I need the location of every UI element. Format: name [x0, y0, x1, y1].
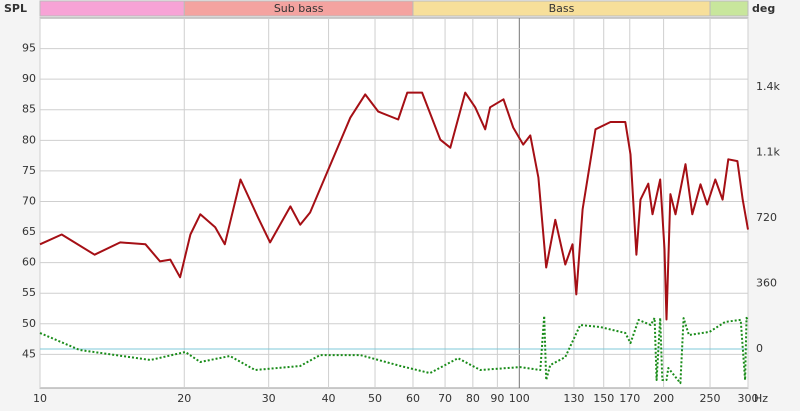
x-tick-label: 80: [466, 392, 480, 405]
data-line: [39, 91, 749, 321]
x-tick-label: 200: [653, 392, 674, 405]
x-tick-label: 20: [177, 392, 191, 405]
plot-area: [39, 17, 749, 389]
band: [39, 0, 185, 17]
x-tick-label: 130: [563, 392, 584, 405]
y-axis-label: SPL: [4, 2, 27, 15]
y-tick-label: 50: [22, 317, 36, 330]
y2-tick-label: 360: [756, 277, 777, 290]
y-tick-label: 85: [22, 103, 36, 116]
x-tick-label: 150: [593, 392, 614, 405]
x-tick-label: 170: [619, 392, 640, 405]
x-tick-label: 50: [368, 392, 382, 405]
y-tick-label: 75: [22, 164, 36, 177]
x-tick-label: 70: [438, 392, 452, 405]
x-tick-label: 60: [406, 392, 420, 405]
y2-axis-label: deg: [752, 2, 775, 15]
x-tick-label: 10: [33, 392, 47, 405]
x-tick-label: 90: [490, 392, 504, 405]
y2-tick-label: 1.4k: [756, 80, 780, 93]
x-tick-label: 30: [262, 392, 276, 405]
y2-tick-label: 0: [756, 342, 763, 355]
band-label: Sub bass: [274, 2, 324, 15]
band: [709, 0, 749, 17]
y-tick-label: 45: [22, 347, 36, 360]
band-label: Bass: [549, 2, 575, 15]
y-tick-label: 70: [22, 194, 36, 207]
y2-tick-label: 1.1k: [756, 145, 780, 158]
y-tick-label: 80: [22, 133, 36, 146]
x-tick-label: 300: [738, 392, 759, 405]
data-line: [39, 314, 749, 385]
y2-tick-label: 720: [756, 211, 777, 224]
y-tick-label: 95: [22, 42, 36, 55]
y-tick-label: 90: [22, 72, 36, 85]
y-tick-label: 60: [22, 256, 36, 269]
y-tick-label: 55: [22, 286, 36, 299]
y-tick-label: 65: [22, 225, 36, 238]
x-tick-label: 100: [509, 392, 530, 405]
x-axis-label: Hz: [754, 392, 768, 405]
x-tick-label: 250: [700, 392, 721, 405]
x-tick-label: 40: [322, 392, 336, 405]
